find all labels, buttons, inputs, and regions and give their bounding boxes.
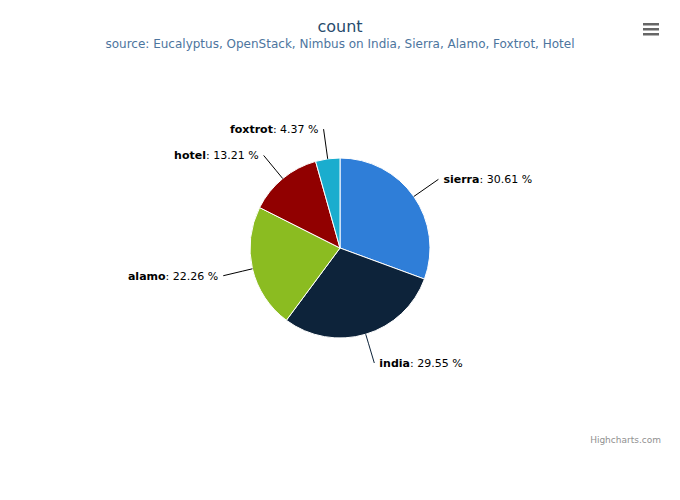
label-name: alamo [128, 270, 166, 283]
label-value: : 29.55 % [410, 357, 463, 370]
export-menu[interactable] [643, 23, 659, 36]
data-label: india: 29.55 % [379, 357, 462, 370]
label-value: : 4.37 % [273, 123, 319, 136]
pie [250, 158, 430, 338]
label-value: : 30.61 % [479, 173, 532, 186]
data-label: hotel: 13.21 % [174, 149, 259, 162]
slice[interactable] [316, 158, 340, 248]
data-label: alamo: 22.26 % [128, 270, 218, 283]
menu-line[interactable] [643, 28, 659, 31]
label-value: : 13.21 % [206, 149, 259, 162]
connector [223, 269, 252, 276]
chart-container: countsource: Eucalyptus, OpenStack, Nimb… [0, 0, 680, 500]
connector [324, 129, 328, 159]
background [0, 0, 680, 500]
subtitle: source: Eucalyptus, OpenStack, Nimbus on… [105, 37, 574, 51]
title: count [317, 17, 362, 36]
label-value: : 22.26 % [166, 270, 219, 283]
menu-line[interactable] [643, 23, 659, 26]
connector [264, 155, 283, 178]
credits[interactable]: Highcharts.com [590, 435, 661, 445]
data-labels: sierra: 30.61 % india: 29.55 % alamo: 22.2… [128, 123, 532, 370]
label-name: foxtrot [230, 123, 273, 136]
label-name: sierra [443, 173, 479, 186]
chart-svg: countsource: Eucalyptus, OpenStack, Nimb… [0, 0, 680, 500]
connector [366, 334, 375, 363]
data-label: foxtrot: 4.37 % [230, 123, 319, 136]
label-name: india [379, 357, 410, 370]
label-name: hotel [174, 149, 206, 162]
menu-line[interactable] [643, 33, 659, 36]
connector [414, 179, 439, 196]
data-label: sierra: 30.61 % [443, 173, 532, 186]
